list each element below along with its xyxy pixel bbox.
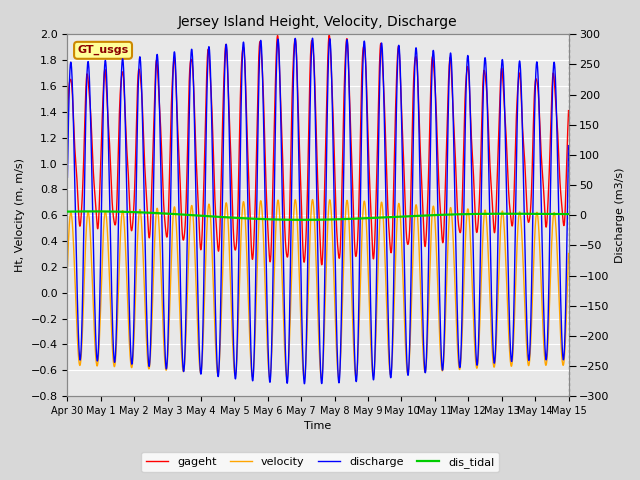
discharge [301,381,308,386]
X-axis label: Time: Time [305,421,332,432]
dis_tidal [525,211,532,216]
Title: Jersey Island Height, Velocity, Discharge: Jersey Island Height, Velocity, Discharg… [178,15,458,29]
gageht [325,32,333,38]
dis_tidal [302,217,310,223]
gageht [525,219,532,225]
gageht [564,108,572,113]
Line: dis_tidal: dis_tidal [67,211,568,220]
gageht [63,118,71,124]
dis_tidal [88,208,96,214]
velocity [428,218,436,224]
velocity [278,270,286,276]
Y-axis label: Ht, Velocity (m, m/s): Ht, Velocity (m, m/s) [15,158,25,272]
Text: GT_usgs: GT_usgs [77,45,129,56]
gageht [318,262,326,268]
discharge [63,174,71,180]
velocity [564,251,572,256]
discharge [428,77,436,83]
gageht [301,245,309,251]
dis_tidal [564,211,572,217]
discharge [308,36,316,41]
dis_tidal [428,212,436,218]
Line: gageht: gageht [67,35,568,265]
dis_tidal [550,211,557,217]
discharge [550,65,557,71]
velocity [550,213,557,218]
gageht [550,70,557,76]
Line: velocity: velocity [67,200,568,378]
discharge [278,176,286,182]
discharge [525,356,532,361]
velocity [274,197,282,203]
velocity [302,363,310,369]
velocity [63,266,71,272]
Line: discharge: discharge [67,38,568,384]
gageht [428,60,436,66]
velocity [300,375,308,381]
dis_tidal [63,209,71,215]
discharge [564,143,572,148]
discharge [274,36,282,42]
velocity [308,197,316,203]
dis_tidal [274,216,282,222]
gageht [278,132,286,138]
dis_tidal [278,217,286,223]
dis_tidal [299,217,307,223]
velocity [525,362,532,368]
Y-axis label: Discharge (m3/s): Discharge (m3/s) [615,168,625,263]
Legend: gageht, velocity, discharge, dis_tidal: gageht, velocity, discharge, dis_tidal [141,452,499,472]
gageht [274,34,282,40]
discharge [302,364,310,370]
